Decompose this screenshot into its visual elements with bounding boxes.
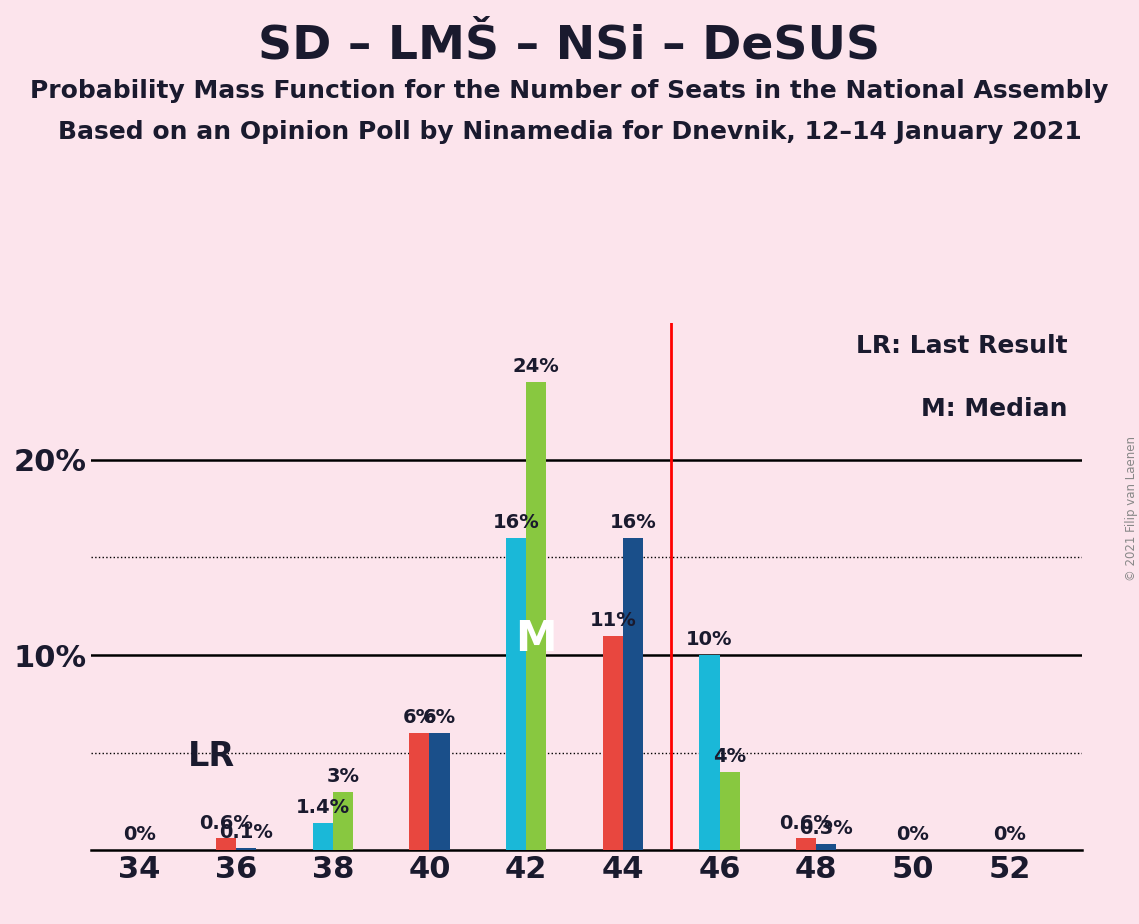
Text: M: M [516,618,557,661]
Text: 16%: 16% [493,513,540,532]
Text: © 2021 Filip van Laenen: © 2021 Filip van Laenen [1124,436,1138,580]
Text: 0.3%: 0.3% [800,820,853,838]
Bar [796,838,817,850]
Text: 0%: 0% [993,825,1026,845]
Text: 0%: 0% [896,825,929,845]
Bar [817,845,836,850]
Bar [603,636,623,850]
Bar [699,655,720,850]
Text: 1.4%: 1.4% [296,798,350,817]
Text: 4%: 4% [713,748,746,766]
Text: 6%: 6% [403,708,436,727]
Bar [333,792,353,850]
Bar [526,382,547,850]
Text: SD – LMŠ – NSi – DeSUS: SD – LMŠ – NSi – DeSUS [259,23,880,68]
Text: LR: LR [188,740,235,773]
Text: 16%: 16% [609,513,656,532]
Text: 24%: 24% [513,357,559,376]
Bar [429,733,450,850]
Text: 10%: 10% [686,630,732,650]
Text: 11%: 11% [589,611,636,629]
Text: Based on an Opinion Poll by Ninamedia for Dnevnik, 12–14 January 2021: Based on an Opinion Poll by Ninamedia fo… [58,120,1081,144]
Bar [720,772,740,850]
Text: 0.1%: 0.1% [220,823,273,843]
Text: 6%: 6% [423,708,457,727]
Bar [506,538,526,850]
Bar [312,822,333,850]
Text: M: Median: M: Median [920,397,1067,421]
Bar [215,838,236,850]
Text: 0.6%: 0.6% [779,813,833,833]
Text: LR: Last Result: LR: Last Result [855,334,1067,358]
Bar [623,538,644,850]
Text: Probability Mass Function for the Number of Seats in the National Assembly: Probability Mass Function for the Number… [31,79,1108,103]
Bar [409,733,429,850]
Bar [236,848,256,850]
Text: 0.6%: 0.6% [199,813,253,833]
Text: 0%: 0% [123,825,156,845]
Text: 3%: 3% [327,767,360,785]
